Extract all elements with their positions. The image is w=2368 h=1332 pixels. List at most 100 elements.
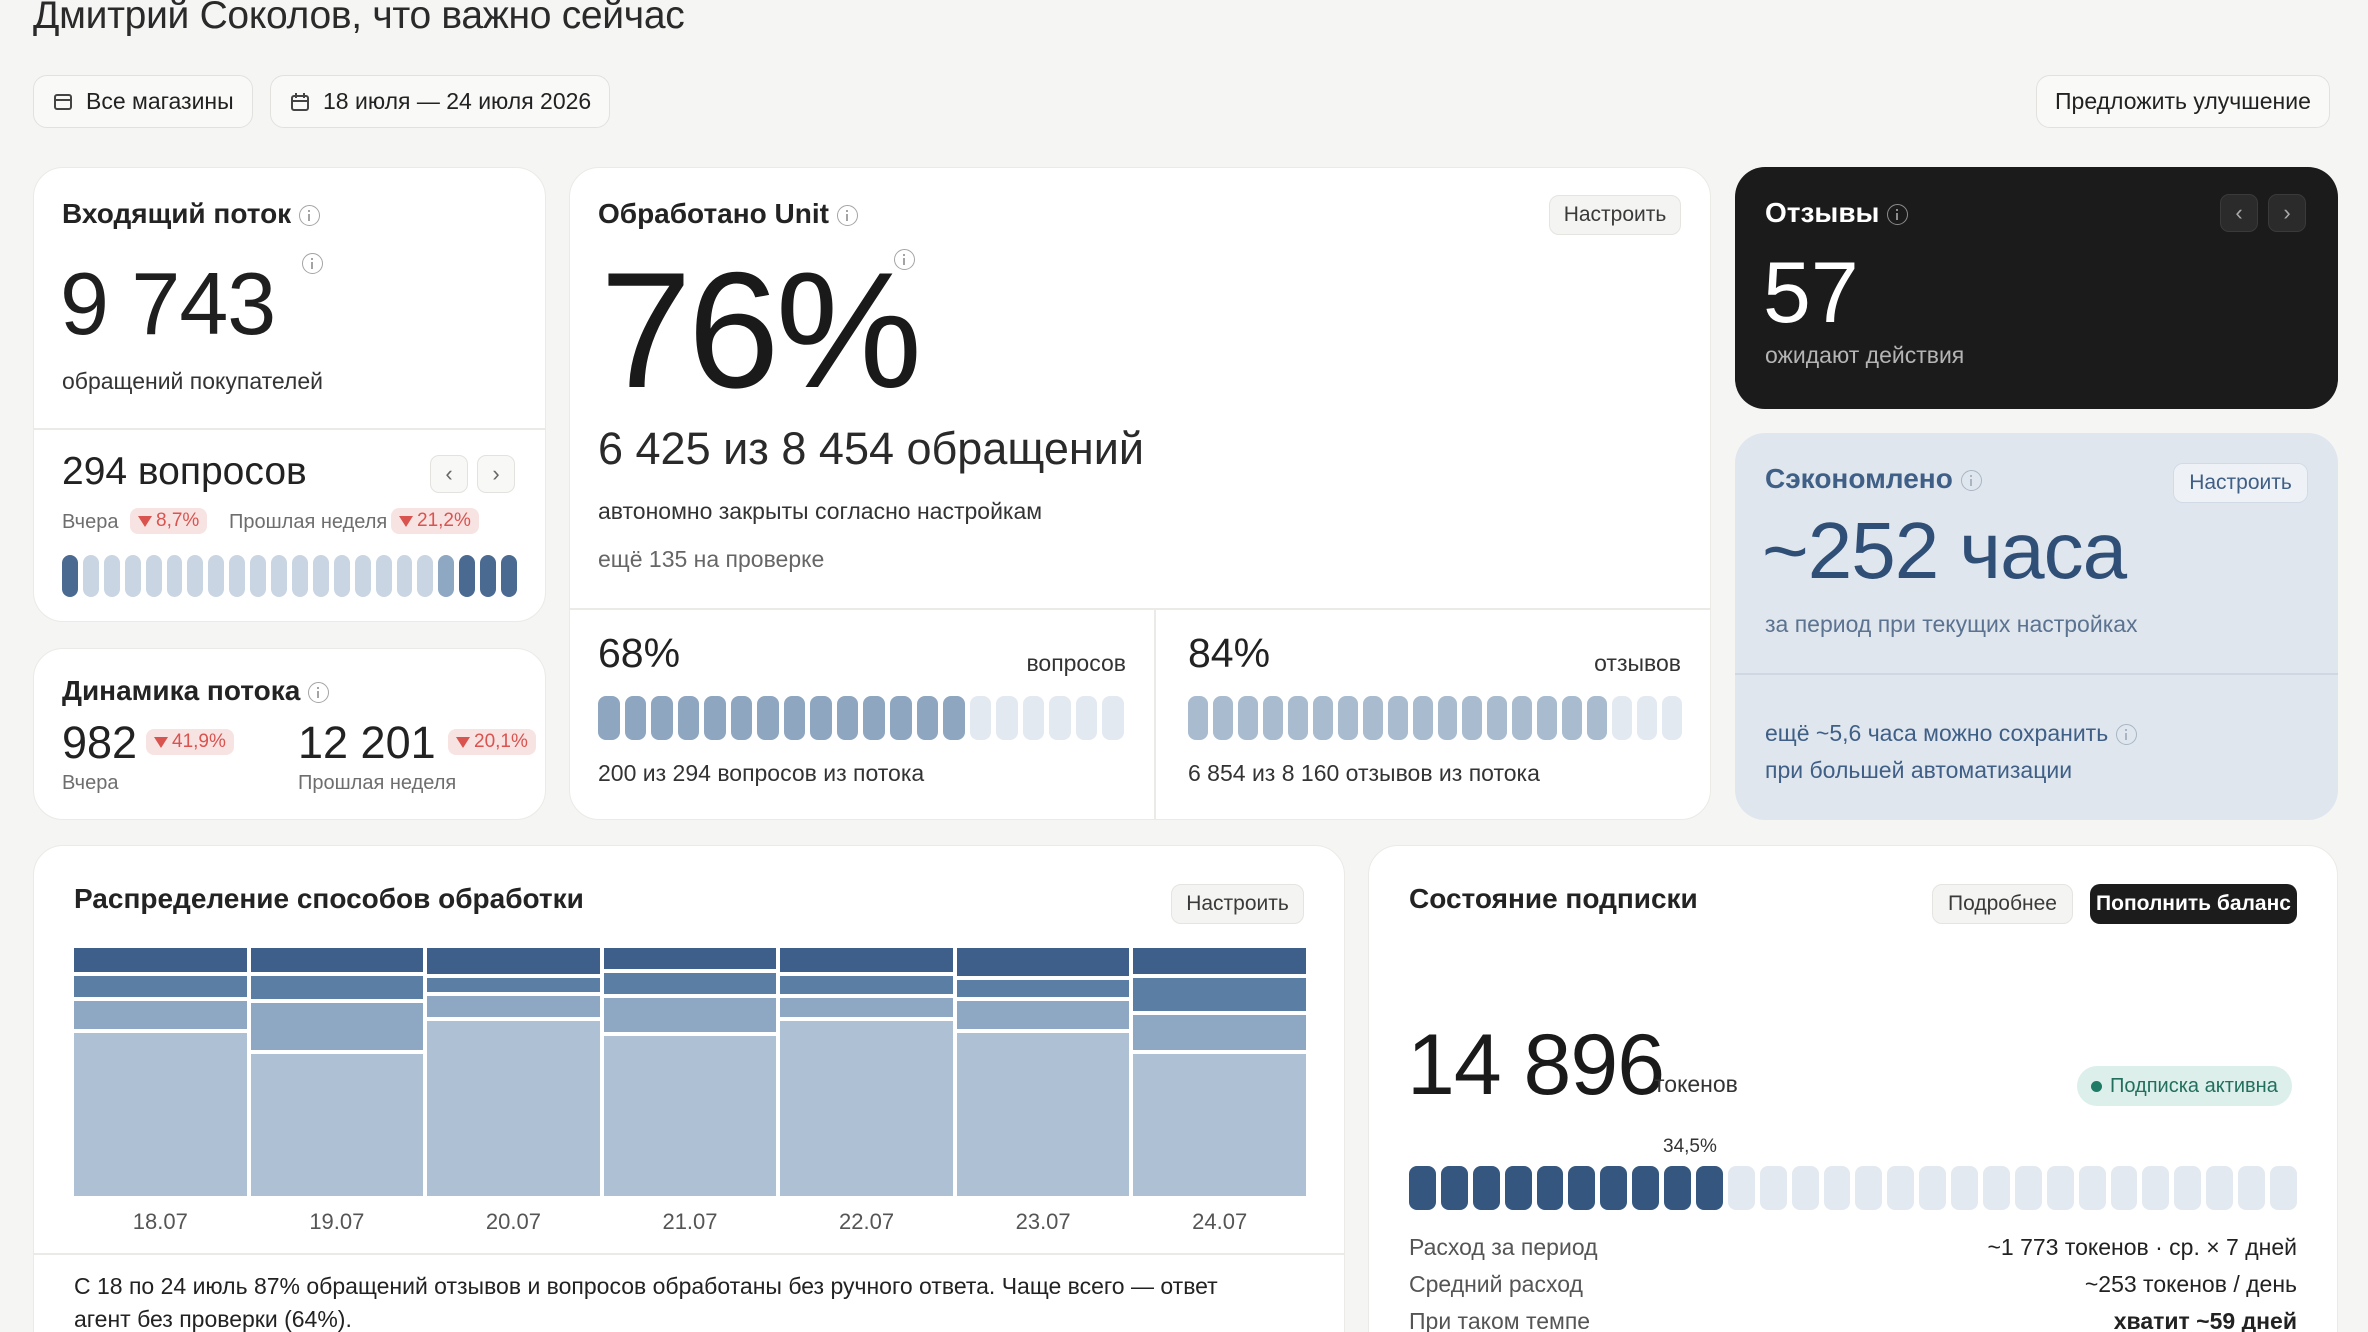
chart-bar-segment [603,1035,777,1196]
down-triangle-icon [138,515,152,527]
subscription-title: Состояние подписки [1409,883,1698,914]
progress-segment [1188,696,1208,740]
chevron-right-icon: › [2283,200,2291,225]
tokens-unit: токенов [1654,1071,1738,1097]
info-icon[interactable] [299,205,321,227]
progress-segment [1287,696,1308,740]
chart-column [603,948,777,1196]
progress-segment [757,696,779,740]
processed-count: 6 425 из 8 454 обращений [598,423,1145,474]
flow-bar [480,555,497,597]
progress-segment [1337,696,1358,740]
progress-segment [1696,1166,1723,1210]
chart-bar-segment [427,1021,600,1196]
chart-column [74,948,247,1196]
progress-segment [1759,1166,1787,1210]
flow-bar [103,555,120,597]
progress-segment [624,696,647,740]
progress-segment [1472,1166,1500,1210]
progress-segment [677,696,700,740]
progress-segment [1562,696,1583,740]
prev-button[interactable]: ‹ [2220,194,2258,232]
configure-button[interactable]: Настроить [1549,195,1681,235]
next-button[interactable]: › [2268,194,2306,232]
reviews-percent: 84% [1188,630,1271,676]
info-icon[interactable] [894,249,915,270]
incoming-flow-title: Входящий поток [62,198,321,230]
x-tick-label: 19.07 [309,1209,365,1234]
info-icon[interactable] [308,682,330,704]
suggest-improvement-button[interactable]: Предложить улучшение [2036,75,2330,128]
date-range-picker[interactable]: 18 июля — 24 июля 2026 [270,75,611,128]
progress-segment [1212,696,1233,740]
progress-segment [1504,1166,1532,1210]
chart-bar-segment [956,1033,1130,1196]
prev-button[interactable]: ‹ [430,455,468,493]
last-week-label: Прошлая неделя [298,772,457,794]
x-tick-label: 23.07 [1015,1209,1071,1234]
row-value: хватит ~59 дней [2113,1308,2297,1332]
info-icon[interactable] [1887,204,1909,226]
progress-segment [1855,1166,1883,1210]
chart-bar-segment [427,948,600,974]
date-range-label: 18 июля — 24 июля 2026 [323,88,592,114]
topup-balance-button[interactable]: Пополнить баланс [2090,884,2297,924]
subscription-card: Состояние подписки Подробнее Пополнить б… [1368,845,2338,1332]
chevron-right-icon: › [492,461,500,486]
chart-bar-segment [603,948,777,970]
divider [1154,608,1156,819]
progress-segment [1237,696,1258,740]
chart-bar-segment [427,996,600,1018]
progress-segment [1664,1166,1692,1210]
distribution-chart [74,948,1306,1196]
incoming-flow-value: 9 743 [60,254,276,353]
x-tick-label: 24.07 [1192,1209,1248,1234]
distribution-summary-line2: агент без проверки (64%). [74,1306,352,1332]
flow-bar [312,555,329,597]
progress-segment [2238,1166,2266,1210]
info-icon[interactable] [836,205,858,227]
info-icon[interactable] [2116,724,2138,746]
down-triangle-icon [456,736,470,748]
stores-filter[interactable]: Все магазины [33,75,253,128]
flow-bar [396,555,413,597]
flow-bar [250,555,267,597]
progress-segment [1412,696,1433,740]
next-button[interactable]: › [477,455,515,493]
processed-caption: автономно закрыты согласно настройкам [598,498,1043,524]
info-icon[interactable] [302,253,323,274]
row-value: ~1 773 токенов · ср. × 7 дней [1987,1234,2297,1260]
last-week-label: Прошлая неделя [229,511,388,533]
chevron-left-icon: ‹ [2235,200,2243,225]
progress-segment [1727,1166,1755,1210]
reviews-card[interactable]: Отзывы ‹ › 57 ожидают действия [1735,167,2338,409]
configure-button[interactable]: Настроить [1171,884,1304,924]
progress-segment [1387,696,1408,740]
progress-segment [1102,696,1124,740]
down-triangle-icon [154,736,168,748]
yesterday-delta-badge: 8,7% [130,508,208,534]
flow-bar [124,555,141,597]
x-tick-label: 20.07 [485,1209,541,1234]
info-icon[interactable] [1960,470,1982,492]
saved-title: Сэкономлено [1765,463,1982,495]
calendar-icon [291,92,309,111]
progress-segment [1437,696,1458,740]
divider [34,1253,1344,1255]
configure-button[interactable]: Настроить [2173,463,2308,503]
chart-bar-segment [780,948,953,972]
progress-segment [1823,1166,1851,1210]
chart-bar-segment [956,948,1130,977]
flow-bar [501,555,517,597]
progress-segment [1536,1166,1564,1210]
flow-dynamics-card: Динамика потока 982 41,9% Вчера 12 201 2… [33,648,546,820]
progress-segment [1262,696,1283,740]
chart-column [1133,948,1306,1196]
chart-bar-segment [603,998,777,1032]
progress-segment [1637,696,1658,740]
chart-bar-segment [780,998,953,1018]
details-button[interactable]: Подробнее [1932,884,2073,924]
questions-percent: 68% [598,630,681,676]
progress-segment [651,696,673,740]
page-title: Дмитрий Соколов, что важно сейчас [33,0,685,37]
